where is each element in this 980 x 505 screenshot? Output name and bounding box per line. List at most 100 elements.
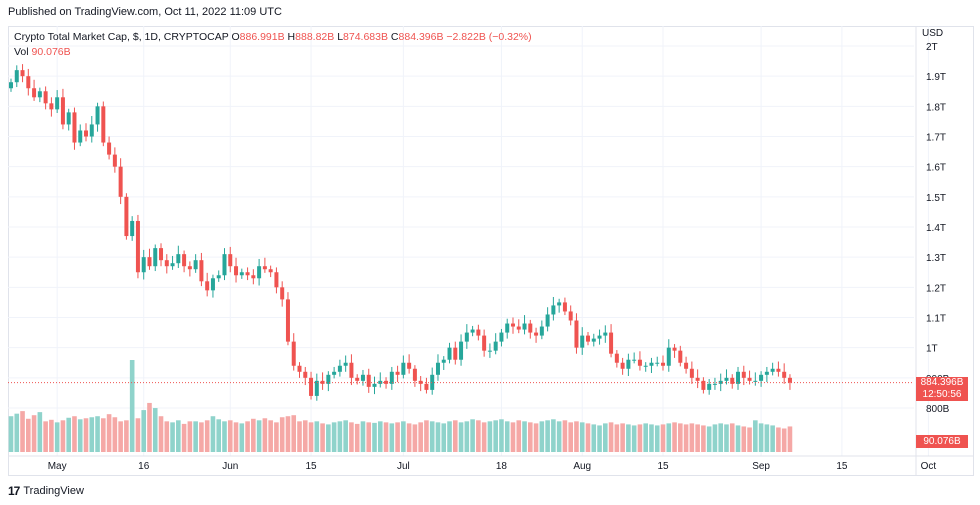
volume-bar	[49, 419, 54, 452]
volume-bar	[568, 422, 573, 452]
volume-bar	[701, 425, 706, 452]
volume-label: Vol	[14, 46, 29, 58]
published-header: Published on TradingView.com, Oct 11, 20…	[8, 6, 282, 18]
volume-bar	[603, 423, 608, 452]
close-value: 884.396B	[398, 31, 444, 43]
x-tick-label: Jul	[397, 461, 410, 472]
price-chart[interactable]: 800B900B1T1.1T1.2T1.3T1.4T1.5T1.6T1.7T1.…	[8, 26, 974, 476]
y-tick-label: 800B	[926, 404, 950, 415]
volume-bar	[608, 422, 614, 452]
candle-body	[349, 362, 354, 378]
volume-bar	[487, 421, 493, 452]
candle-body	[707, 383, 712, 390]
volume-bar	[562, 420, 568, 452]
candle-body	[782, 371, 787, 378]
volume-bar	[729, 423, 735, 452]
candle-body	[487, 350, 492, 352]
volume-bar	[781, 428, 787, 452]
volume-bar	[101, 418, 106, 452]
footer: 17 TradingView	[8, 484, 84, 498]
candle-body	[597, 335, 602, 339]
volume-bar	[643, 423, 648, 452]
candle-body	[741, 371, 746, 378]
volume-bar	[170, 422, 175, 452]
high-value: 888.82B	[295, 31, 335, 43]
volume-bar	[245, 421, 250, 452]
volume-bar	[349, 422, 354, 452]
candle-body	[135, 220, 140, 273]
candle-body	[245, 272, 250, 276]
volume-bar	[204, 420, 210, 452]
candle-body	[130, 220, 135, 237]
volume-bar	[689, 423, 695, 452]
volume-bar	[747, 427, 752, 452]
candle-body	[730, 377, 735, 384]
candle-body	[574, 320, 579, 348]
volume-bar	[285, 416, 291, 452]
volume-bar	[302, 420, 308, 452]
volume-bar	[539, 421, 545, 452]
volume-bar	[672, 422, 677, 452]
volume-bar	[683, 424, 689, 452]
candle-body	[441, 359, 446, 363]
volume-bar	[43, 421, 48, 452]
candle-body	[84, 130, 89, 137]
candle-body	[257, 266, 262, 279]
candle-body	[695, 377, 700, 381]
volume-value: 90.076B	[31, 46, 71, 58]
y-tick-label: 1T	[926, 344, 938, 355]
candle-body	[164, 260, 169, 267]
x-tick-label: Jun	[222, 461, 238, 472]
volume-bar	[441, 423, 447, 452]
candle-body	[274, 272, 279, 288]
volume-bar	[118, 421, 123, 452]
candle-body	[72, 112, 77, 143]
volume-bar	[72, 416, 77, 452]
volume-bar	[522, 421, 527, 452]
volume-bar	[787, 426, 793, 452]
candle-body	[37, 91, 42, 98]
candle-body	[43, 91, 48, 104]
candle-body	[107, 142, 112, 155]
candle-body	[534, 332, 539, 336]
volume-bar	[735, 425, 741, 452]
volume-bar	[591, 424, 597, 452]
volume-bar	[181, 423, 187, 452]
volume-bar	[626, 424, 631, 452]
volume-bar	[660, 424, 666, 452]
volume-bar	[95, 416, 100, 452]
candle-body	[459, 341, 464, 360]
candle-body	[672, 347, 677, 351]
candle-body	[251, 275, 256, 279]
volume-bar	[8, 416, 14, 452]
volume-bar	[176, 420, 181, 452]
candle-body	[568, 311, 573, 321]
volume-bar	[476, 420, 481, 452]
volume-bar	[239, 423, 245, 452]
volume-bar	[210, 416, 216, 452]
candle-body	[320, 380, 325, 384]
volume-bar	[510, 422, 516, 452]
candle-body	[562, 302, 567, 312]
volume-bar	[14, 413, 20, 452]
x-tick-label: 18	[496, 461, 508, 472]
volume-bar	[614, 424, 620, 452]
volume-bar	[216, 419, 222, 452]
volume-bar	[222, 421, 227, 452]
last-price-tag: 884.396B 12:50:56	[916, 376, 968, 401]
candle-body	[182, 254, 187, 267]
volume-bar	[129, 360, 135, 452]
candle-body	[661, 362, 666, 366]
candles	[9, 64, 792, 401]
volume-bar	[354, 423, 360, 452]
candle-body	[643, 365, 648, 367]
volume-bar	[262, 418, 268, 452]
volume-bar	[770, 425, 775, 452]
candle-body	[453, 347, 458, 360]
candle-body	[20, 70, 25, 77]
volume-bar	[516, 420, 522, 452]
volume-bar	[724, 424, 729, 452]
volume-bar	[753, 420, 758, 452]
candle-body	[187, 266, 192, 270]
candle-body	[141, 257, 146, 273]
